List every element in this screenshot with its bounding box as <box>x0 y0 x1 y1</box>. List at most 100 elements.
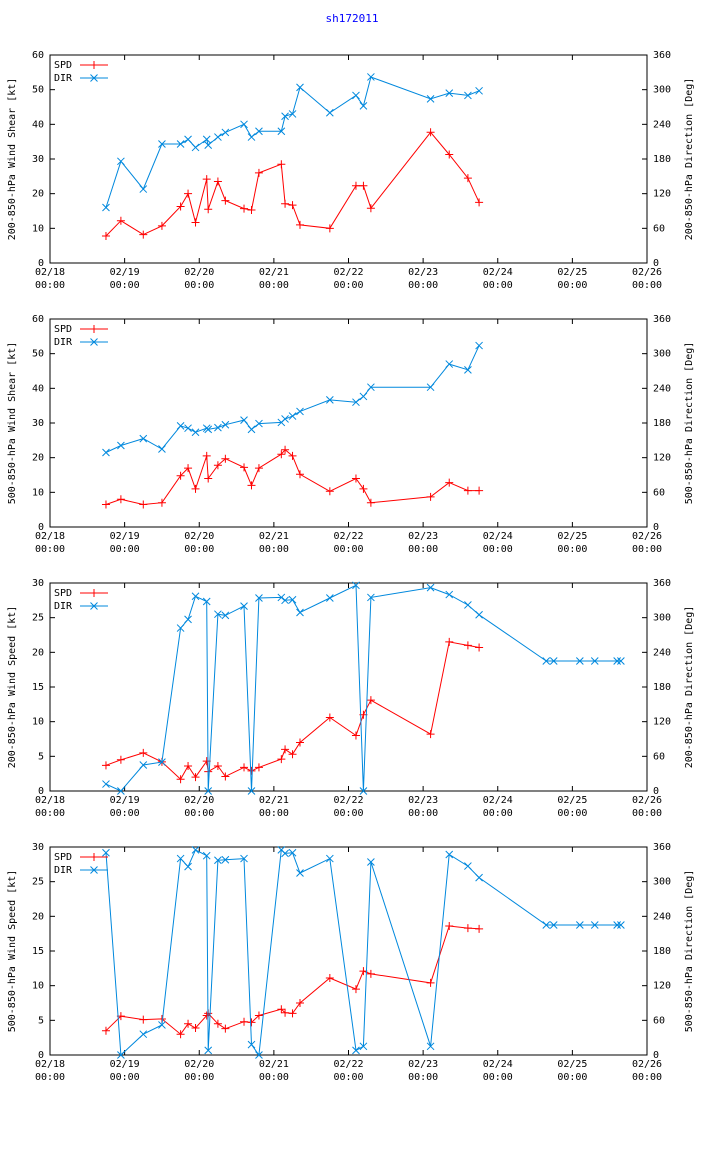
x-tick-time: 00:00 <box>483 1072 513 1083</box>
series-line-spd <box>105 131 480 237</box>
data-point-dir <box>296 608 304 617</box>
data-point-spd <box>426 730 435 739</box>
data-point-dir <box>176 854 185 863</box>
x-tick-time: 00:00 <box>483 544 513 555</box>
data-point-spd <box>157 221 166 230</box>
x-tick-date: 02/18 <box>35 531 65 542</box>
data-point-spd <box>240 763 249 772</box>
y-tick-label: 0 <box>38 1050 44 1061</box>
legend-marker-dir <box>90 602 98 610</box>
data-point-dir <box>204 1046 213 1055</box>
data-point-dir <box>367 858 375 866</box>
y2-tick-label: 180 <box>653 682 671 693</box>
x-tick-time: 00:00 <box>557 1072 587 1083</box>
data-point-spd <box>277 160 286 169</box>
data-point-dir <box>247 1040 256 1049</box>
data-point-spd <box>247 1018 256 1027</box>
x-tick-date: 02/24 <box>483 531 513 542</box>
data-point-dir <box>158 140 166 148</box>
data-point-dir <box>549 657 558 665</box>
data-point-dir <box>542 921 551 929</box>
y-tick-label: 15 <box>32 946 44 957</box>
x-tick-time: 00:00 <box>35 544 65 555</box>
chart-panel-3: 05101520253006012018024030036002/1800:00… <box>7 578 695 819</box>
x-tick-time: 00:00 <box>408 280 438 291</box>
x-tick-time: 00:00 <box>35 280 65 291</box>
legend-label-spd: SPD <box>54 324 72 335</box>
data-point-spd <box>463 924 472 933</box>
x-tick-date: 02/22 <box>333 267 363 278</box>
x-tick-date: 02/22 <box>333 531 363 542</box>
x-tick-time: 00:00 <box>259 280 289 291</box>
y2-tick-label: 60 <box>653 487 665 498</box>
x-tick-date: 02/19 <box>110 1059 140 1070</box>
y2-tick-label: 360 <box>653 50 671 61</box>
data-point-spd <box>202 175 211 184</box>
data-point-dir <box>176 422 185 430</box>
data-point-dir <box>240 854 248 863</box>
y2-tick-label: 360 <box>653 578 671 589</box>
data-point-dir <box>288 412 297 420</box>
data-point-spd <box>295 470 304 479</box>
x-tick-date: 02/21 <box>259 795 289 806</box>
data-point-spd <box>288 750 297 759</box>
x-tick-time: 00:00 <box>632 544 662 555</box>
data-point-dir <box>359 1042 368 1051</box>
data-point-spd <box>213 461 222 470</box>
data-point-dir <box>613 657 622 665</box>
data-point-dir <box>255 1051 263 1059</box>
data-point-dir <box>158 445 166 453</box>
legend-label-dir: DIR <box>54 73 73 84</box>
legend-label-spd: SPD <box>54 588 72 599</box>
data-point-dir <box>367 383 375 392</box>
data-point-dir <box>117 787 125 795</box>
y-axis-label: 500-850-hPa Wind Speed [kt] <box>7 870 18 1033</box>
x-tick-date: 02/20 <box>184 267 214 278</box>
chart-panel-4: 05101520253006012018024030036002/1800:00… <box>7 842 695 1083</box>
y-tick-label: 0 <box>38 786 44 797</box>
data-point-dir <box>325 396 334 404</box>
data-point-spd <box>204 205 213 214</box>
data-point-spd <box>445 637 454 646</box>
data-point-dir <box>204 425 213 434</box>
data-point-dir <box>247 425 256 434</box>
x-tick-time: 00:00 <box>259 808 289 819</box>
x-tick-date: 02/23 <box>408 267 438 278</box>
x-tick-date: 02/18 <box>35 1059 65 1070</box>
data-point-dir <box>247 787 256 795</box>
data-point-spd <box>281 445 290 454</box>
series-dir <box>102 581 625 795</box>
data-point-spd <box>116 755 125 764</box>
y2-axis-label: 200-850-hPa Direction [Deg] <box>684 78 695 241</box>
data-point-spd <box>475 643 484 652</box>
data-point-spd <box>426 492 435 501</box>
y2-tick-label: 360 <box>653 842 671 853</box>
data-point-spd <box>101 1026 110 1035</box>
data-point-dir <box>359 787 368 795</box>
data-point-spd <box>184 762 193 771</box>
data-point-dir <box>325 854 334 863</box>
x-tick-date: 02/20 <box>184 1059 214 1070</box>
data-point-dir <box>221 611 230 620</box>
x-tick-time: 00:00 <box>483 808 513 819</box>
data-point-dir <box>139 761 148 769</box>
data-point-dir <box>221 128 230 137</box>
legend-marker-dir <box>90 866 98 874</box>
data-point-spd <box>325 224 334 233</box>
y2-tick-label: 300 <box>653 613 671 624</box>
data-point-spd <box>325 713 334 722</box>
data-point-dir <box>184 615 192 624</box>
y-tick-label: 40 <box>32 119 44 130</box>
data-point-spd <box>475 486 484 495</box>
legend-label-spd: SPD <box>54 852 72 863</box>
y2-tick-label: 240 <box>653 647 671 658</box>
y2-axis-label: 500-850-hPa Direction [Deg] <box>684 870 695 1033</box>
x-tick-date: 02/26 <box>632 531 662 542</box>
data-point-spd <box>366 498 375 507</box>
data-point-dir <box>352 398 360 407</box>
y2-tick-label: 120 <box>653 981 671 992</box>
data-point-dir <box>281 849 289 858</box>
data-point-dir <box>445 89 454 97</box>
y-tick-label: 40 <box>32 383 44 394</box>
data-point-spd <box>426 978 435 987</box>
